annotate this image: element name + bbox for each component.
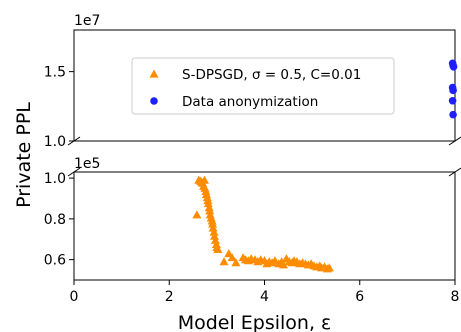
sdpsgd-point-19 [208,223,218,232]
x-tick-label-4: 8 [451,289,460,305]
break-mark-2 [67,167,81,177]
axis-break-marks [67,136,461,177]
bottom-y-tick-label-1: 0.8 [44,212,66,228]
break-mark-0 [67,136,81,146]
sdpsgd-point-29 [231,258,241,267]
bottom-offset-label: 1e5 [74,156,100,172]
legend: S-DPSGD, σ = 0.5, C=0.01 Data anonymizati… [131,57,395,115]
legend-sdpsgd-marker [149,69,159,78]
bottom-y-tick-label-0: 1.0 [44,171,66,187]
anonymization-point-2 [449,62,458,71]
top-y-tick-label-1: 1.5 [44,65,66,81]
sdpsgd-point-18 [208,219,218,228]
sdpsgd-point-25 [213,244,223,254]
bottom-y-tick-label-2: 0.6 [44,253,66,269]
x-tick-label-2: 4 [260,289,269,305]
top-offset-label: 1e7 [74,13,100,29]
sdpsgd-point-22 [210,235,220,244]
sdpsgd-point-26 [219,257,229,266]
top-points [448,59,458,119]
legend-sdpsgd-label: S-DPSGD, σ = 0.5, C=0.01 [182,67,361,83]
y-axis-label: Private PPL [13,102,35,208]
break-mark-1 [448,136,461,146]
anonymization-point-6 [449,110,457,119]
sdpsgd-point-44 [279,260,289,269]
top-panel: 1.0 1.5 1e7 [44,13,458,150]
anonymization-point-5 [448,96,457,105]
legend-anonymization-label: Data anonymization [182,94,318,110]
break-mark-3 [448,167,461,177]
sdpsgd-point-21 [209,231,219,240]
legend-box [131,57,395,115]
x-tick-label-1: 2 [165,289,174,305]
top-y-tick-label-0: 1.0 [44,134,66,150]
bottom-y-ticks: 1.0 0.8 0.6 [44,171,74,269]
anonymization-point-4 [449,86,457,95]
bottom-points [192,175,334,273]
x-ticks: 0 2 4 6 8 [70,280,460,305]
x-tick-label-3: 6 [355,289,364,305]
bottom-panel: 1.0 0.8 0.6 0 2 4 6 8 1e5 [44,156,460,305]
x-tick-label-0: 0 [70,289,79,305]
sdpsgd-point-14 [205,206,215,215]
x-axis-label: Model Epsilon, ε [178,312,332,332]
sdpsgd-point-20 [209,227,219,236]
sdpsgd-point-28 [227,253,237,262]
sdpsgd-point-61 [324,263,334,272]
sdpsgd-point-0 [192,210,202,219]
sdpsgd-point-12 [203,199,213,208]
sdpsgd-point-6 [199,175,209,184]
legend-anonymization-marker [150,97,158,105]
top-y-ticks: 1.0 1.5 [44,65,74,150]
